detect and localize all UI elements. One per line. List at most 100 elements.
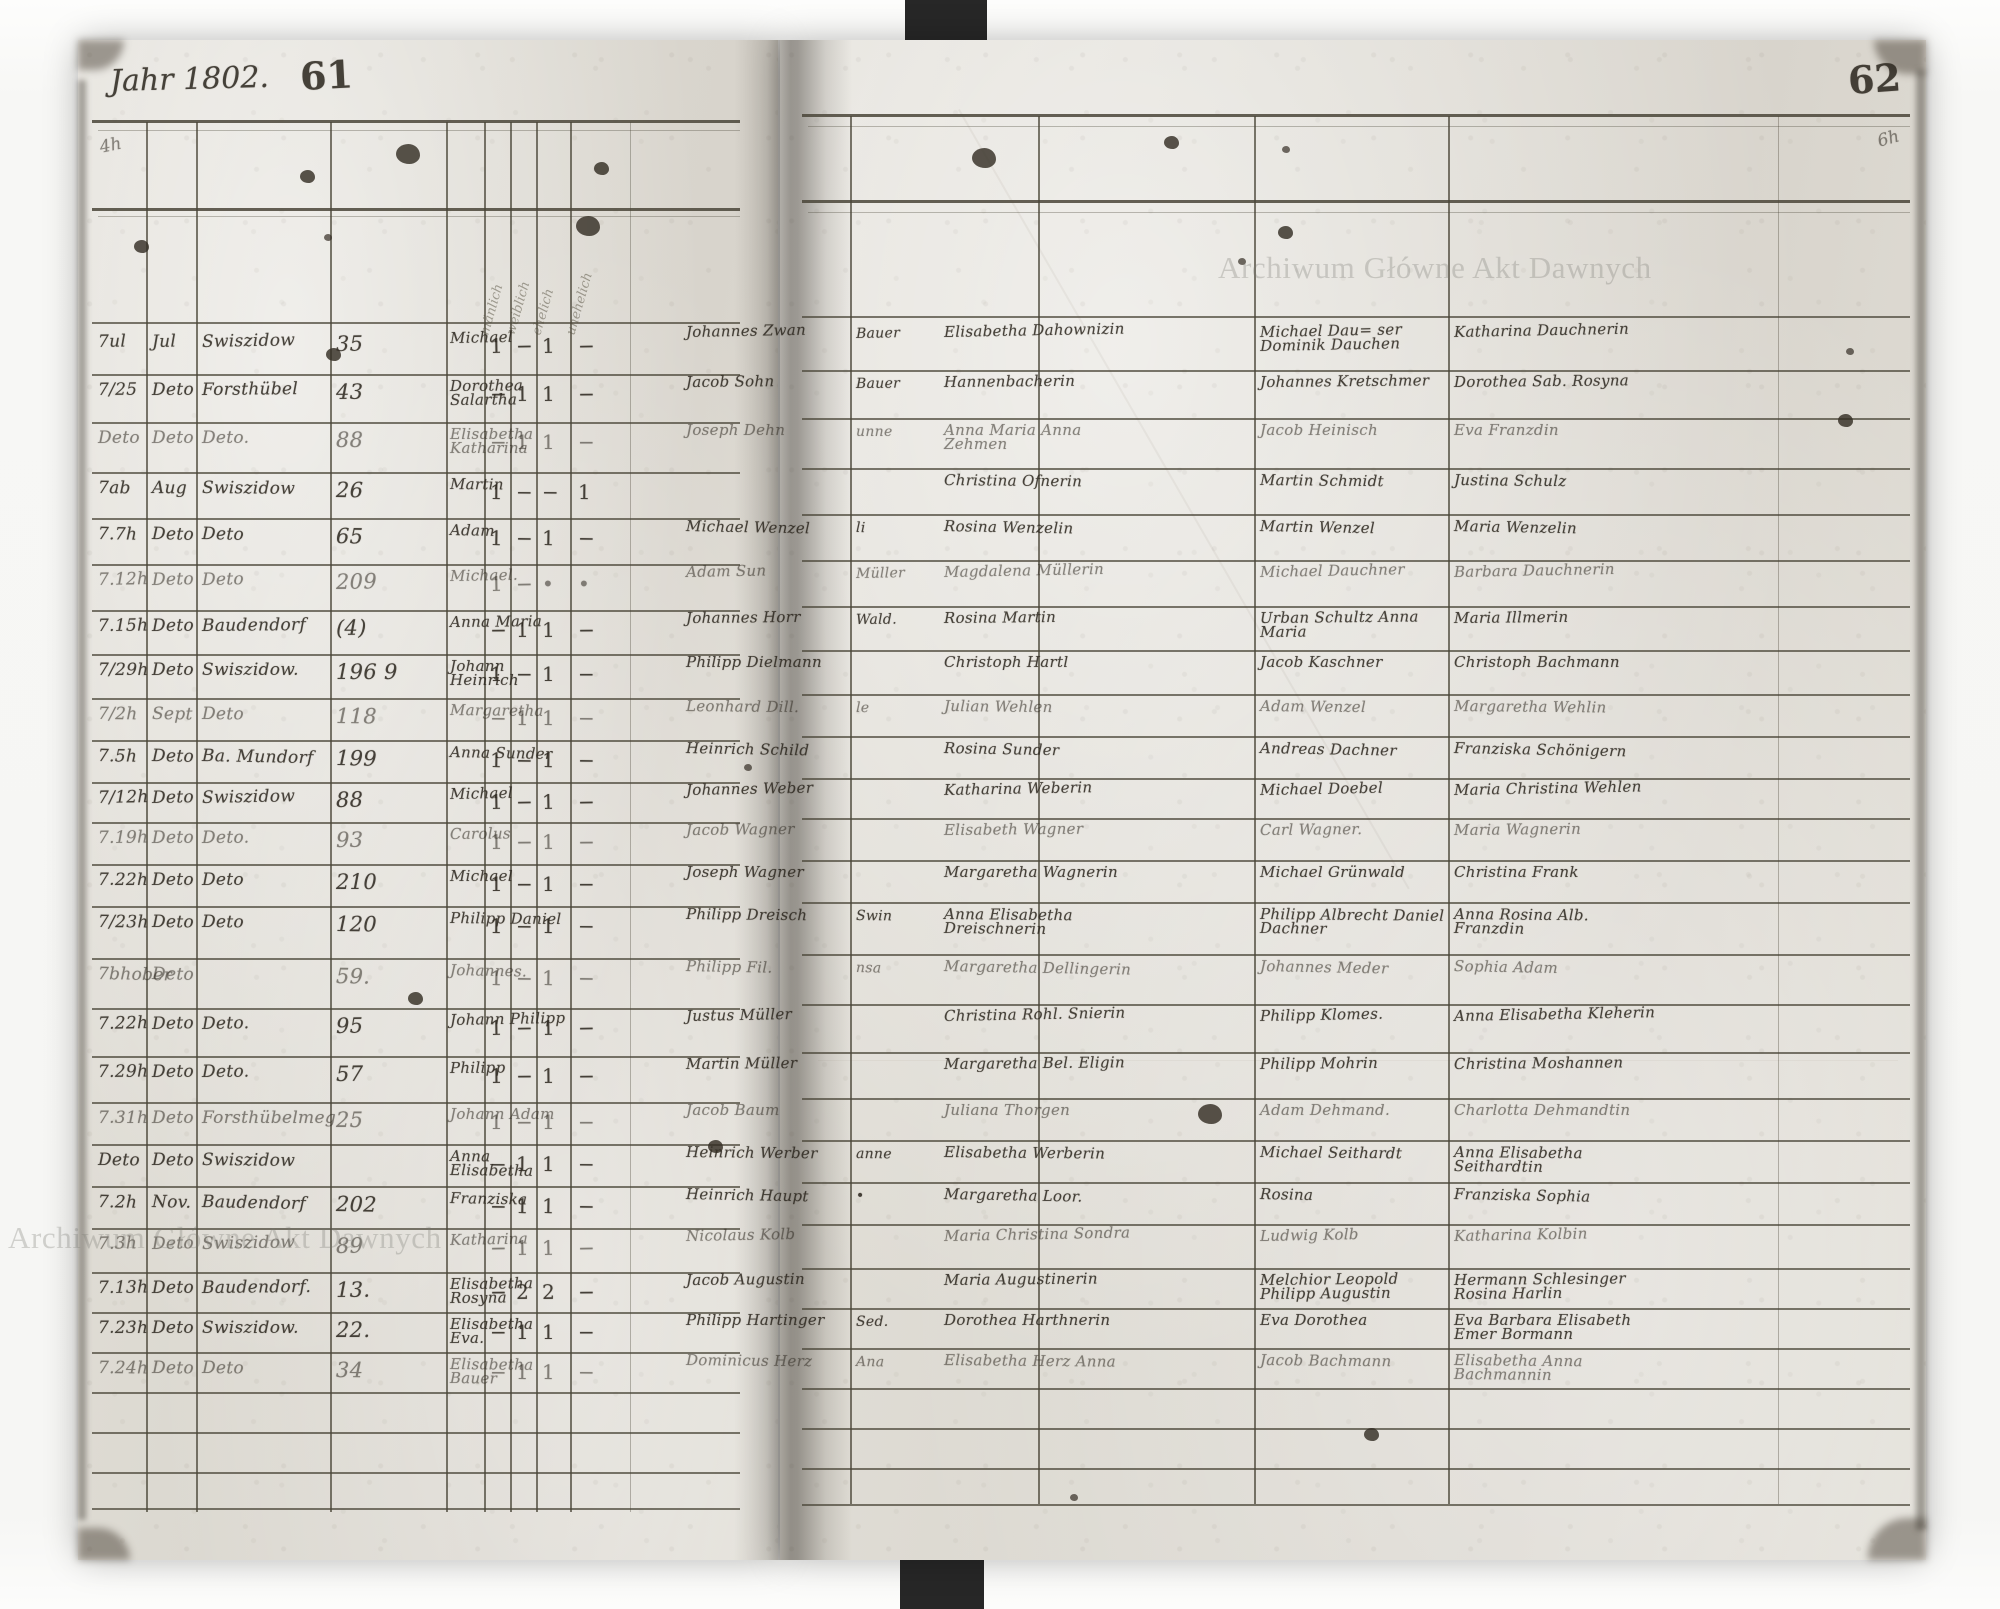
cell-tally-male: − [489,1235,508,1260]
cell-place: Swiszidow. [202,660,299,680]
page-edge-right [1916,70,1926,1530]
cell-house-number: 34 [335,1358,364,1383]
ink-blot [396,144,420,164]
cell-tally-female: − [516,1110,534,1134]
cell-month: Deto [151,746,195,767]
cell-father-name: Philipp Hartinger [686,1311,825,1329]
cell-month: Deto [152,660,194,680]
archive-watermark-bottom: Archiwum Główne Akt Dawnych [8,1220,442,1255]
cell-place: Deto. [201,1013,250,1034]
cell-place: Swiszidow [201,478,296,499]
cell-occupation: li [855,520,866,537]
cell-house-number: 88 [335,787,364,812]
cell-child-name: Johann Adam [450,1105,555,1123]
cell-house-number: 95 [335,1013,364,1038]
cell-tally-legitimate: 1 [541,1015,556,1040]
cell-tally-legitimate: 1 [542,1320,556,1344]
cell-tally-illegitimate: − [578,1110,596,1134]
cell-godmother: Elisabetha Anna Bachmannin [1453,1351,1583,1384]
cell-month: Deto [151,379,195,400]
cell-tally-male: 1 [490,872,504,896]
cell-tally-male: 1 [489,914,504,939]
cell-occupation: Bauer [855,375,901,392]
cell-tally-female: 2 [515,1279,530,1304]
cell-tally-legitimate: 1 [541,829,556,854]
ink-blot [1164,136,1179,149]
cell-tally-male: − [490,1320,508,1344]
cell-day: 7.22h [97,1013,149,1034]
cell-mother-name: Anna Elisabetha Dreischnerin [943,905,1073,938]
cell-day: 7ul [97,331,127,352]
cell-mother-name: Julian Wehlen [943,697,1053,717]
cell-month: Deto [151,1150,195,1171]
cell-house-number: 118 [335,704,378,729]
ink-blot [972,148,996,168]
cell-father-name: Michael Wenzel [685,517,811,538]
cell-godmother: Christoph Bachmann [1454,653,1620,671]
cell-tally-male: − [489,1152,508,1177]
cell-tally-male: − [489,1194,508,1219]
cell-mother-name: Magdalena Müllerin [943,559,1105,581]
ink-blot [326,348,341,361]
cell-month: Sept [151,704,193,725]
cell-tally-illegitimate: − [577,829,596,854]
ink-blot [1838,414,1853,427]
cell-day: 7/25 [97,379,138,400]
left-page [78,40,778,1560]
cell-place: Baudendorf. [201,1276,312,1298]
cell-tally-female: − [516,662,534,686]
cell-godfather: Adam Wenzel [1259,697,1367,717]
cell-tally-legitimate: 1 [541,617,556,642]
cell-month: Deto [151,964,195,985]
cell-tally-legitimate: 1 [541,526,556,551]
cell-mother-name: Margaretha Wagnerin [944,863,1118,881]
cell-tally-legitimate: • [541,571,555,596]
cell-father-name: Philipp Dreisch [685,905,808,925]
cell-father-name: Heinrich Haupt [685,1185,809,1206]
cell-month: Deto [151,1277,195,1298]
cell-month: Deto [152,1108,194,1128]
cell-place: Deto [201,524,245,545]
cell-house-number: 202 [335,1192,378,1217]
cell-tally-legitimate: 1 [541,748,556,773]
cell-godmother: Anna Rosina Alb. Franzdin [1453,905,1590,938]
ink-blot [744,764,752,771]
cell-tally-female: 1 [515,1152,530,1177]
cell-day: 7.23h [98,1318,149,1338]
cell-house-number: (4) [335,615,367,640]
cell-godmother: Maria Christina Wehlen [1453,777,1642,799]
ink-blot [1364,1428,1379,1441]
cell-month: Deto [152,1318,194,1338]
cell-tally-male: 1 [489,1015,504,1040]
cell-house-number: 199 [335,746,378,771]
cell-tally-legitimate: 1 [542,1110,556,1134]
cell-mother-name: Elisabeth Wagner [943,819,1084,839]
cell-father-name: Martin Müller [685,1053,798,1073]
cell-tally-female: 1 [515,381,530,406]
cell-tally-female: − [515,914,534,939]
page-heading-year: Jahr 1802. [109,59,270,99]
cell-house-number: 196 9 [336,660,398,684]
cell-day: 7/12h [97,787,149,808]
cell-tally-male: − [489,1279,508,1304]
cell-godfather: Jacob Kaschner [1260,653,1383,671]
cell-godfather: Johannes Kretschmer [1259,371,1430,391]
cell-month: Deto [151,1013,195,1034]
cell-father-name: Leonhard Dill. [685,697,800,717]
cell-tally-legitimate: 2 [541,1279,556,1304]
cell-godmother: Dorothea Sab. Rosyna [1453,371,1630,391]
cell-house-number: 25 [336,1108,364,1132]
cell-godfather: Michael Grünwald [1260,863,1406,881]
cell-mother-name: Maria Augustinerin [943,1269,1098,1289]
cell-godfather: Carl Wagner. [1259,820,1363,839]
cell-godfather: Martin Schmidt [1259,471,1385,491]
cell-day: 7/23h [97,912,149,933]
cell-godmother: Anna Elisabetha Seithardtin [1453,1143,1583,1176]
cell-mother-name: Hannenbacherin [943,371,1076,391]
cell-tally-legitimate: 1 [541,789,556,814]
cell-godfather: Adam Dehmand. [1260,1101,1391,1119]
cell-month: Deto [151,1358,195,1379]
cell-godfather: Rosina [1259,1185,1314,1205]
cell-tally-male: 1 [489,829,504,854]
cell-tally-legitimate: 1 [541,1152,556,1177]
